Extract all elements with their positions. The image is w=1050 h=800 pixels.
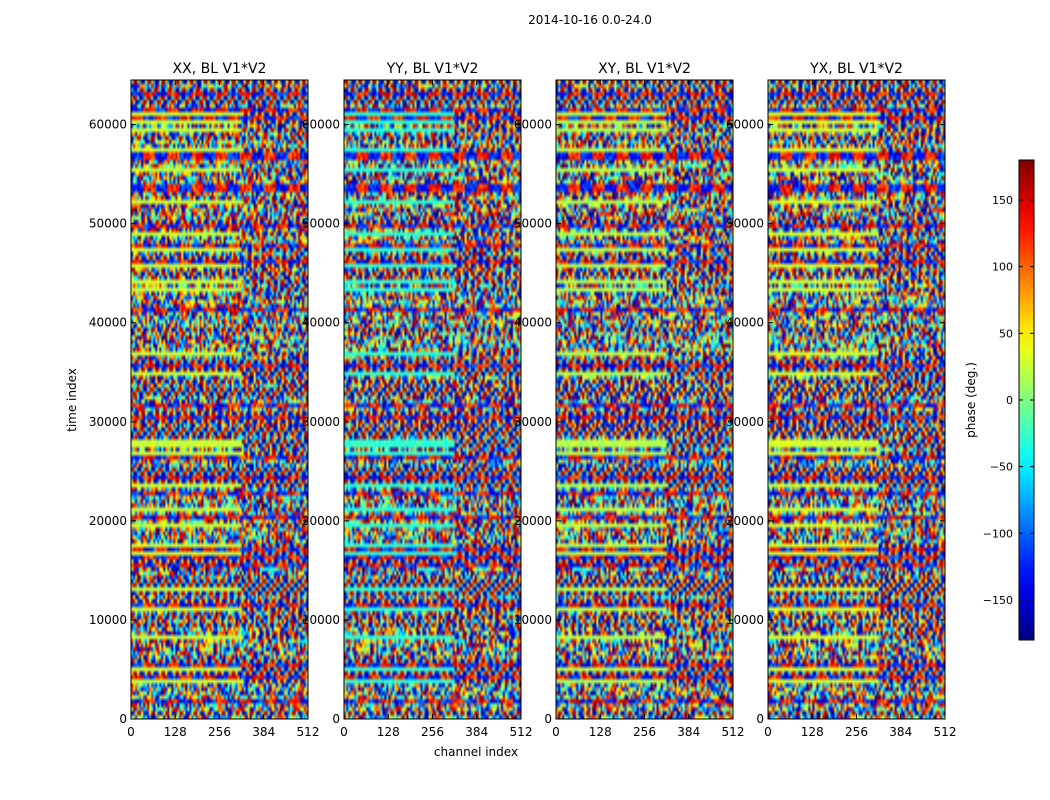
x-tick-label: 512 xyxy=(934,725,957,739)
colorbar-tick-label: −150 xyxy=(983,594,1013,607)
x-tick-label: 256 xyxy=(845,725,868,739)
heatmap-image xyxy=(768,80,945,719)
y-tick-label: 20000 xyxy=(89,514,127,528)
panel-title: YX, BL V1*V2 xyxy=(809,61,903,77)
x-tick-label: 128 xyxy=(377,725,400,739)
x-tick-label: 384 xyxy=(889,725,912,739)
y-tick-label: 20000 xyxy=(302,514,340,528)
y-tick-label: 10000 xyxy=(302,613,340,627)
y-tick-label: 60000 xyxy=(89,118,127,132)
colorbar-tick-label: 0 xyxy=(1006,394,1013,407)
y-tick-label: 40000 xyxy=(302,316,340,330)
colorbar-tick-label: 150 xyxy=(992,194,1013,207)
x-tick-label: 384 xyxy=(465,725,488,739)
colorbar-tick-label: 50 xyxy=(999,327,1013,340)
heatmap-image xyxy=(344,80,521,719)
y-tick-label: 0 xyxy=(756,712,764,726)
x-tick-label: 256 xyxy=(633,725,656,739)
y-tick-label: 30000 xyxy=(514,415,552,429)
y-tick-label: 20000 xyxy=(514,514,552,528)
y-tick-label: 50000 xyxy=(89,217,127,231)
heatmap-image xyxy=(131,80,308,719)
x-tick-label: 0 xyxy=(340,725,348,739)
y-tick-label: 30000 xyxy=(726,415,764,429)
y-tick-label: 40000 xyxy=(726,316,764,330)
y-tick-label: 30000 xyxy=(302,415,340,429)
x-tick-label: 384 xyxy=(252,725,275,739)
y-tick-label: 0 xyxy=(332,712,340,726)
y-tick-label: 0 xyxy=(119,712,127,726)
x-axis-label: channel index xyxy=(434,745,518,759)
panel-title: XY, BL V1*V2 xyxy=(598,61,691,77)
x-tick-label: 512 xyxy=(722,725,745,739)
y-tick-label: 10000 xyxy=(89,613,127,627)
y-tick-label: 10000 xyxy=(514,613,552,627)
x-tick-label: 0 xyxy=(127,725,135,739)
y-tick-label: 50000 xyxy=(302,217,340,231)
x-tick-label: 128 xyxy=(801,725,824,739)
panel-title: XX, BL V1*V2 xyxy=(173,61,267,77)
x-tick-label: 256 xyxy=(421,725,444,739)
y-tick-label: 10000 xyxy=(726,613,764,627)
x-tick-label: 0 xyxy=(552,725,560,739)
x-tick-label: 384 xyxy=(677,725,700,739)
x-tick-label: 128 xyxy=(164,725,187,739)
y-tick-label: 0 xyxy=(544,712,552,726)
y-tick-label: 40000 xyxy=(514,316,552,330)
colorbar-tick-label: −100 xyxy=(983,527,1013,540)
y-tick-label: 60000 xyxy=(302,118,340,132)
y-axis-label: time index xyxy=(65,368,79,432)
colorbar-label: phase (deg.) xyxy=(964,362,978,438)
figure-suptitle: 2014-10-16 0.0-24.0 xyxy=(528,13,652,27)
y-tick-label: 60000 xyxy=(514,118,552,132)
colorbar-tick-label: −50 xyxy=(990,461,1013,474)
y-tick-label: 50000 xyxy=(514,217,552,231)
y-tick-label: 30000 xyxy=(89,415,127,429)
x-tick-label: 512 xyxy=(510,725,533,739)
x-tick-label: 128 xyxy=(589,725,612,739)
x-tick-label: 256 xyxy=(208,725,231,739)
y-tick-label: 60000 xyxy=(726,118,764,132)
y-tick-label: 50000 xyxy=(726,217,764,231)
y-tick-label: 20000 xyxy=(726,514,764,528)
x-tick-label: 0 xyxy=(764,725,772,739)
colorbar-tick-label: 100 xyxy=(992,261,1013,274)
x-tick-label: 512 xyxy=(297,725,320,739)
y-tick-label: 40000 xyxy=(89,316,127,330)
heatmap-image xyxy=(556,80,733,719)
panel-title: YY, BL V1*V2 xyxy=(386,61,479,77)
